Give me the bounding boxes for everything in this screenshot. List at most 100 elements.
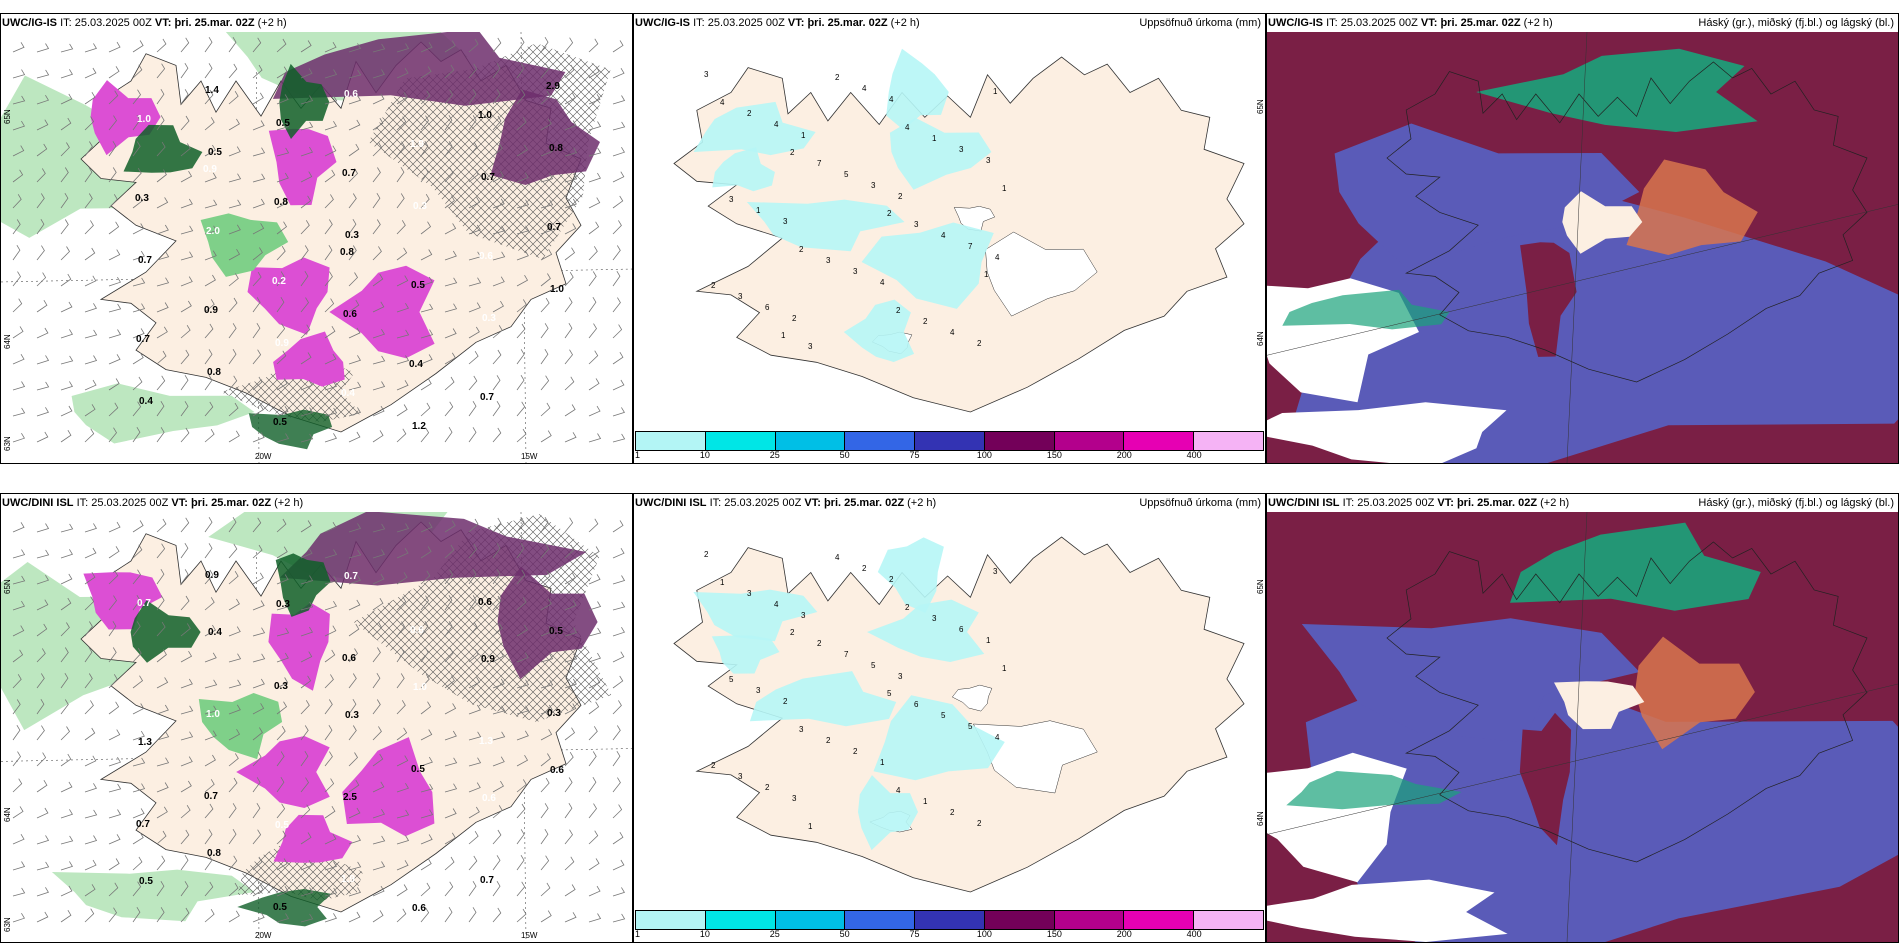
precip-value: 0.6 xyxy=(342,653,356,664)
colorbar-swatch xyxy=(845,911,916,929)
lead-time: (+2 h) xyxy=(907,497,937,509)
model-name: UWC/DINI ISL xyxy=(635,497,707,509)
rain-magenta xyxy=(342,737,435,837)
it-label: IT: xyxy=(60,17,72,29)
precip-value: 0.5 xyxy=(276,118,290,129)
rain-magenta xyxy=(90,80,161,156)
accum-field xyxy=(867,599,985,662)
accum-value: 1 xyxy=(781,331,786,340)
vt-label: VT: xyxy=(1420,17,1438,29)
precip-value: 0.3 xyxy=(413,201,427,212)
accum-value: 4 xyxy=(774,120,779,129)
colorbar-swatch xyxy=(705,911,776,929)
colorbar-swatch xyxy=(1124,911,1195,929)
colorbar-swatch xyxy=(775,432,846,450)
rain-purple xyxy=(490,89,600,185)
accum-value: 4 xyxy=(774,600,779,609)
accum-field xyxy=(873,695,1005,781)
accum-value: 3 xyxy=(959,145,964,154)
precip-value: 0.7 xyxy=(480,875,494,886)
colorbar-label: 50 xyxy=(839,929,850,939)
hatched-area xyxy=(237,834,363,901)
accum-value: 4 xyxy=(896,786,901,795)
accum-value: 2 xyxy=(783,697,788,706)
rain-dark xyxy=(275,553,331,617)
colorbar-swatch xyxy=(1124,432,1195,450)
clear-over-land xyxy=(1562,191,1643,254)
accum-value: 2 xyxy=(790,628,795,637)
vt-value: þri. 25.mar. 02Z xyxy=(823,497,905,509)
accum-value: 3 xyxy=(704,70,709,79)
precip-value: 0.8 xyxy=(340,247,354,258)
accum-value: 3 xyxy=(738,772,743,781)
accum-value: 3 xyxy=(898,672,903,681)
precip-value: 1.9 xyxy=(410,139,424,150)
lat-label: 63N xyxy=(3,436,12,451)
precip-value: 1.2 xyxy=(412,421,426,432)
accum-value: 7 xyxy=(817,159,822,168)
precip-value: 0.9 xyxy=(275,338,289,349)
it-value: 25.03.2025 00Z xyxy=(724,497,802,509)
accum-value: 5 xyxy=(941,711,946,720)
precip-value: 0.3 xyxy=(547,708,561,719)
rain-dark xyxy=(237,889,332,927)
colorbar-label: 1 xyxy=(635,450,641,460)
accum-value: 1 xyxy=(984,270,989,279)
colorbar-swatches xyxy=(635,910,1264,930)
accum-field xyxy=(889,117,992,190)
precip-value: 0.7 xyxy=(136,819,150,830)
accum-value: 2 xyxy=(950,808,955,817)
it-label: IT: xyxy=(1342,497,1355,509)
panel-title: Háský (gr.), miðský (fj.bl.) og lágský (… xyxy=(1698,17,1894,29)
accum-value: 6 xyxy=(959,625,964,634)
accum-value: 4 xyxy=(950,328,955,337)
vt-label: VT: xyxy=(787,17,805,29)
accum-value: 5 xyxy=(887,689,892,698)
accum-value: 3 xyxy=(986,156,991,165)
accum-value: 2 xyxy=(817,639,822,648)
precip-value: 0.3 xyxy=(345,710,359,721)
accum-value: 3 xyxy=(801,611,806,620)
precip-value: 0.5 xyxy=(273,417,287,428)
vt-label: VT: xyxy=(154,17,172,29)
accum-value: 2 xyxy=(905,603,910,612)
accum-value: 4 xyxy=(835,553,840,562)
accum-value: 2 xyxy=(853,747,858,756)
precip-value: 0.3 xyxy=(71,64,85,75)
accum-value: 2 xyxy=(896,306,901,315)
accum-value: 1 xyxy=(720,578,725,587)
accum-value: 4 xyxy=(720,98,725,107)
accum-value: 3 xyxy=(729,195,734,204)
precip-value: 0.6 xyxy=(412,903,426,914)
colorbar-label: 100 xyxy=(976,929,992,939)
precip-wind-panel-igis: UWC/IG-IS IT: 25.03.2025 00Z VT: þri. 25… xyxy=(0,13,633,464)
precip-value: 0.3 xyxy=(345,230,359,241)
rain-dark xyxy=(123,124,203,173)
precip-value: 0.3 xyxy=(274,681,288,692)
colorbar-label: 25 xyxy=(769,929,780,939)
precip-value: 0.7 xyxy=(481,172,495,183)
vt-label: VT: xyxy=(804,497,821,509)
precip-value: 1.0 xyxy=(550,284,564,295)
accum-value: 2 xyxy=(826,736,831,745)
model-name: UWC/IG-IS xyxy=(635,17,690,29)
accum-value-labels: 3124243342437643134254321332473234122122… xyxy=(704,70,1007,351)
colorbar-label: 150 xyxy=(1046,929,1062,939)
precip-wind-panel-dini: UWC/DINI ISL IT: 25.03.2025 00Z VT: þri.… xyxy=(0,493,633,943)
iceland-outline xyxy=(1386,541,1868,863)
precip-value: 0.9 xyxy=(204,305,218,316)
precip-value: 0.6 xyxy=(478,597,492,608)
colorbar-labels: 1 10 25 50 75 100 150 200 400 xyxy=(635,929,1264,940)
rain-dark xyxy=(130,600,201,663)
accum-value: 4 xyxy=(889,95,894,104)
accum-value: 2 xyxy=(977,819,982,828)
precip-value: 0.8 xyxy=(548,847,562,858)
accum-value: 1 xyxy=(986,636,991,645)
rain-purple xyxy=(279,512,587,586)
colorbar-labels: 1 10 25 50 75 100 150 200 400 xyxy=(635,450,1264,461)
precip-value: 0.6 xyxy=(482,793,496,804)
colorbar-swatch xyxy=(984,432,1055,450)
precip-value: 0.3 xyxy=(276,599,290,610)
precip-value: 0.7 xyxy=(342,168,356,179)
